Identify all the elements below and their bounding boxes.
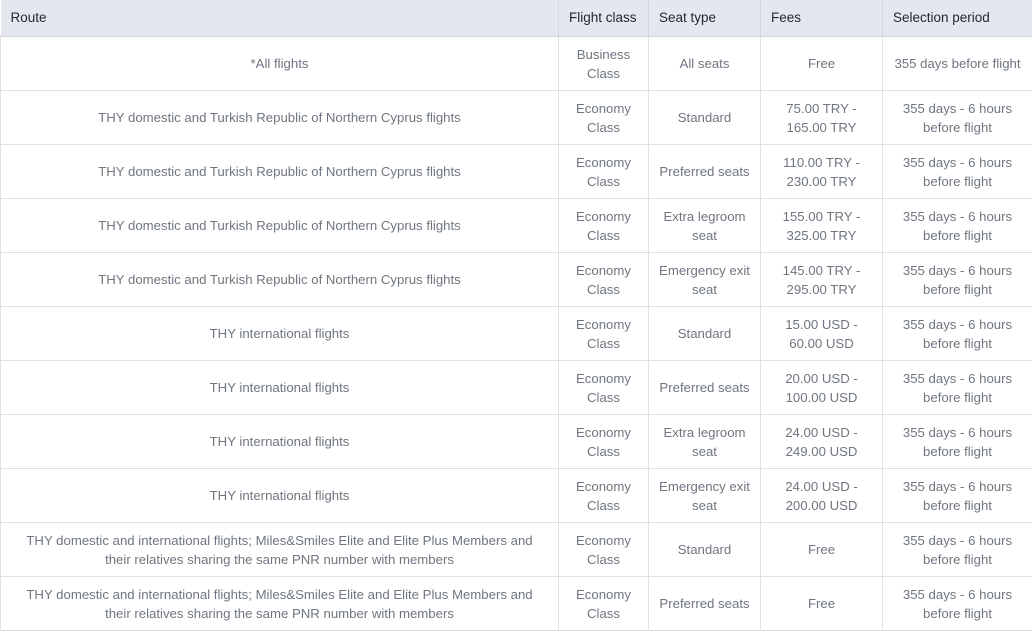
column-header-route: Route bbox=[1, 0, 559, 37]
cell-fees: 155.00 TRY - 325.00 TRY bbox=[761, 199, 883, 253]
table-row: THY domestic and Turkish Republic of Nor… bbox=[1, 91, 1032, 145]
cell-selection: 355 days - 6 hours before flight bbox=[883, 415, 1032, 469]
column-header-flight-class: Flight class bbox=[559, 0, 649, 37]
cell-selection: 355 days - 6 hours before flight bbox=[883, 523, 1032, 577]
cell-selection: 355 days - 6 hours before flight bbox=[883, 307, 1032, 361]
cell-selection: 355 days - 6 hours before flight bbox=[883, 145, 1032, 199]
cell-fees: Free bbox=[761, 37, 883, 91]
cell-selection: 355 days - 6 hours before flight bbox=[883, 253, 1032, 307]
cell-flight_class: Economy Class bbox=[559, 361, 649, 415]
cell-route: *All flights bbox=[1, 37, 559, 91]
cell-flight_class: Economy Class bbox=[559, 307, 649, 361]
cell-seat_type: Standard bbox=[649, 307, 761, 361]
cell-seat_type: Extra legroom seat bbox=[649, 415, 761, 469]
cell-selection: 355 days - 6 hours before flight bbox=[883, 361, 1032, 415]
column-header-seat-type: Seat type bbox=[649, 0, 761, 37]
cell-flight_class: Economy Class bbox=[559, 469, 649, 523]
cell-flight_class: Economy Class bbox=[559, 577, 649, 631]
cell-selection: 355 days - 6 hours before flight bbox=[883, 199, 1032, 253]
column-header-selection-period: Selection period bbox=[883, 0, 1032, 37]
cell-selection: 355 days - 6 hours before flight bbox=[883, 469, 1032, 523]
cell-fees: 145.00 TRY - 295.00 TRY bbox=[761, 253, 883, 307]
cell-route: THY domestic and international flights; … bbox=[1, 523, 559, 577]
cell-seat_type: Standard bbox=[649, 91, 761, 145]
cell-route: THY domestic and Turkish Republic of Nor… bbox=[1, 145, 559, 199]
cell-seat_type: All seats bbox=[649, 37, 761, 91]
table-header: Route Flight class Seat type Fees Select… bbox=[1, 0, 1032, 37]
table-row: THY domestic and international flights; … bbox=[1, 523, 1032, 577]
cell-route: THY international flights bbox=[1, 469, 559, 523]
table-row: THY domestic and Turkish Republic of Nor… bbox=[1, 253, 1032, 307]
cell-seat_type: Preferred seats bbox=[649, 145, 761, 199]
cell-selection: 355 days before flight bbox=[883, 37, 1032, 91]
cell-flight_class: Economy Class bbox=[559, 91, 649, 145]
cell-fees: Free bbox=[761, 577, 883, 631]
cell-flight_class: Economy Class bbox=[559, 199, 649, 253]
cell-selection: 355 days - 6 hours before flight bbox=[883, 91, 1032, 145]
cell-fees: Free bbox=[761, 523, 883, 577]
cell-route: THY domestic and Turkish Republic of Nor… bbox=[1, 91, 559, 145]
cell-fees: 15.00 USD - 60.00 USD bbox=[761, 307, 883, 361]
cell-route: THY domestic and Turkish Republic of Nor… bbox=[1, 199, 559, 253]
cell-fees: 24.00 USD - 200.00 USD bbox=[761, 469, 883, 523]
cell-seat_type: Preferred seats bbox=[649, 361, 761, 415]
cell-selection: 355 days - 6 hours before flight bbox=[883, 577, 1032, 631]
cell-route: THY domestic and Turkish Republic of Nor… bbox=[1, 253, 559, 307]
table-row: THY domestic and Turkish Republic of Nor… bbox=[1, 199, 1032, 253]
cell-fees: 75.00 TRY - 165.00 TRY bbox=[761, 91, 883, 145]
cell-flight_class: Economy Class bbox=[559, 145, 649, 199]
table-header-row: Route Flight class Seat type Fees Select… bbox=[1, 0, 1032, 37]
cell-flight_class: Business Class bbox=[559, 37, 649, 91]
cell-fees: 24.00 USD - 249.00 USD bbox=[761, 415, 883, 469]
cell-fees: 20.00 USD - 100.00 USD bbox=[761, 361, 883, 415]
cell-seat_type: Emergency exit seat bbox=[649, 253, 761, 307]
cell-route: THY international flights bbox=[1, 307, 559, 361]
cell-seat_type: Emergency exit seat bbox=[649, 469, 761, 523]
cell-route: THY domestic and international flights; … bbox=[1, 577, 559, 631]
cell-seat_type: Standard bbox=[649, 523, 761, 577]
cell-flight_class: Economy Class bbox=[559, 523, 649, 577]
cell-fees: 110.00 TRY - 230.00 TRY bbox=[761, 145, 883, 199]
cell-route: THY international flights bbox=[1, 415, 559, 469]
table-row: THY domestic and international flights; … bbox=[1, 577, 1032, 631]
cell-seat_type: Preferred seats bbox=[649, 577, 761, 631]
table-row: THY domestic and Turkish Republic of Nor… bbox=[1, 145, 1032, 199]
column-header-fees: Fees bbox=[761, 0, 883, 37]
cell-seat_type: Extra legroom seat bbox=[649, 199, 761, 253]
cell-flight_class: Economy Class bbox=[559, 415, 649, 469]
cell-flight_class: Economy Class bbox=[559, 253, 649, 307]
cell-route: THY international flights bbox=[1, 361, 559, 415]
